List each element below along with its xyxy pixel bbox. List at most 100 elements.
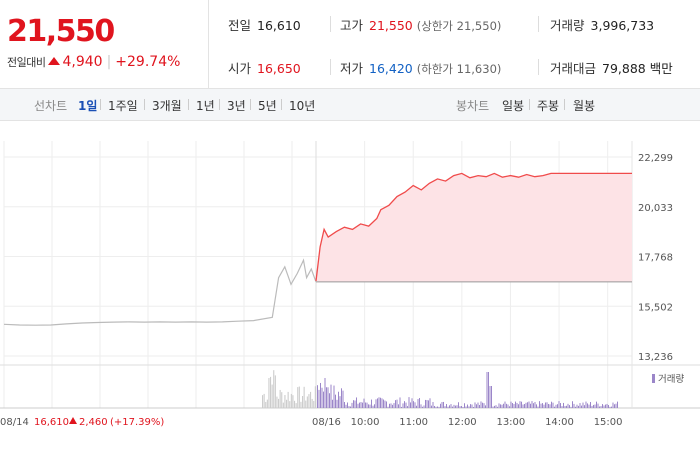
tab-1-day[interactable]: 1일 (78, 99, 98, 113)
volume-bar (422, 406, 423, 408)
volume-bar (557, 404, 558, 408)
volume-bar (408, 397, 410, 408)
volume-bar (602, 404, 603, 408)
stat-value: 3,996,733 (590, 18, 655, 33)
volume-bar (609, 406, 611, 408)
volume-bar (295, 403, 297, 408)
volume-bar (282, 402, 284, 408)
tab-10-years[interactable]: 10년 (289, 99, 316, 113)
volume-bar (281, 392, 283, 408)
tab-1-year[interactable]: 1년 (196, 99, 215, 113)
volume-bar (534, 402, 536, 408)
change-amount: 4,940 (62, 54, 103, 70)
tab-daily-candle[interactable]: 일봉 (502, 99, 525, 113)
volume-bar (506, 403, 507, 408)
volume-bar (363, 398, 365, 408)
volume-bar (310, 391, 312, 408)
volume-bar (605, 404, 606, 408)
volume-bar (323, 391, 324, 408)
volume-bar (342, 390, 344, 408)
tab-3-years[interactable]: 3년 (227, 99, 246, 113)
volume-bar (585, 401, 587, 408)
volume-bar (486, 372, 488, 408)
volume-bar (464, 403, 465, 408)
volume-bar (392, 404, 393, 408)
volume-bar (378, 397, 380, 408)
volume-bar (504, 401, 506, 408)
volume-bar (317, 385, 318, 408)
volume-bar (313, 400, 315, 408)
volume-bar (471, 404, 473, 408)
volume-bar (494, 405, 495, 408)
volume-bar (528, 401, 530, 408)
tab-weekly-candle[interactable]: 주봉 (537, 99, 560, 113)
stat-value: 16,610 (257, 18, 301, 33)
stat-turnover: 거래대금 79,888 백만 (550, 58, 673, 77)
volume-bar (521, 401, 522, 408)
prev-day-close: 16,610 (34, 417, 69, 428)
volume-bar (372, 405, 374, 408)
volume-bar (332, 399, 333, 408)
prev-day-percent: (+17.39%) (110, 417, 164, 428)
volume-bar (419, 398, 420, 408)
volume-bar (444, 406, 446, 408)
volume-bar (522, 404, 524, 408)
price-summary: 21,550 전일대비 4,940 | +29.74% (0, 0, 209, 88)
tab-divider (250, 99, 251, 110)
tab-monthly-candle[interactable]: 월봉 (573, 99, 596, 113)
tab-5-years[interactable]: 5년 (258, 99, 277, 113)
volume-bars (262, 370, 618, 408)
stat-volume: 거래량 3,996,733 (550, 15, 654, 34)
volume-bar (539, 401, 540, 408)
volume-bar (305, 400, 307, 408)
volume-bar (591, 405, 593, 408)
volume-bar (303, 386, 305, 408)
x-tick-label: 15:00 (594, 417, 623, 428)
volume-bar (503, 403, 504, 408)
volume-bar (501, 404, 503, 408)
volume-bar (380, 397, 381, 408)
volume-bar (590, 402, 591, 408)
stat-label: 고가 (340, 18, 364, 33)
volume-bar (292, 395, 294, 408)
stat-label: 전일 (228, 18, 252, 33)
tab-3-months[interactable]: 3개월 (152, 99, 182, 113)
tab-divider (564, 99, 565, 110)
volume-legend-swatch (652, 374, 655, 383)
y-axis-ticks: 22,299 20,033 17,768 15,502 13,236 (638, 153, 673, 363)
volume-bar (369, 404, 371, 408)
volume-bar (549, 404, 551, 408)
volume-bar (428, 400, 429, 408)
volume-bar (447, 406, 449, 408)
volume-bar (366, 402, 368, 408)
volume-bar (554, 406, 555, 408)
x-tick-label: 10:00 (351, 417, 380, 428)
volume-bar (423, 405, 425, 408)
volume-bar (347, 402, 348, 408)
volume-bar (320, 382, 321, 408)
volume-bar (597, 403, 599, 408)
volume-bar (540, 403, 542, 408)
volume-bar (617, 401, 618, 408)
y-tick-label: 15,502 (638, 302, 673, 313)
volume-bar (437, 406, 438, 408)
volume-bar (426, 400, 428, 408)
stat-divider (330, 16, 331, 32)
volume-bar (390, 403, 392, 408)
stat-label: 시가 (228, 61, 252, 76)
volume-bar (548, 403, 549, 408)
volume-bar (314, 386, 316, 408)
volume-bar (274, 375, 276, 408)
volume-bar (289, 401, 291, 408)
volume-bar (374, 404, 375, 408)
y-tick-label: 17,768 (638, 253, 673, 264)
volume-bar (407, 406, 408, 408)
tab-1-week[interactable]: 1주일 (108, 99, 138, 113)
volume-bar (410, 402, 411, 408)
volume-bar (546, 402, 548, 408)
volume-bar (386, 401, 387, 408)
volume-bar (555, 404, 557, 408)
volume-bar (414, 402, 416, 408)
stat-open: 시가 16,650 (228, 58, 301, 77)
volume-bar (567, 403, 569, 408)
